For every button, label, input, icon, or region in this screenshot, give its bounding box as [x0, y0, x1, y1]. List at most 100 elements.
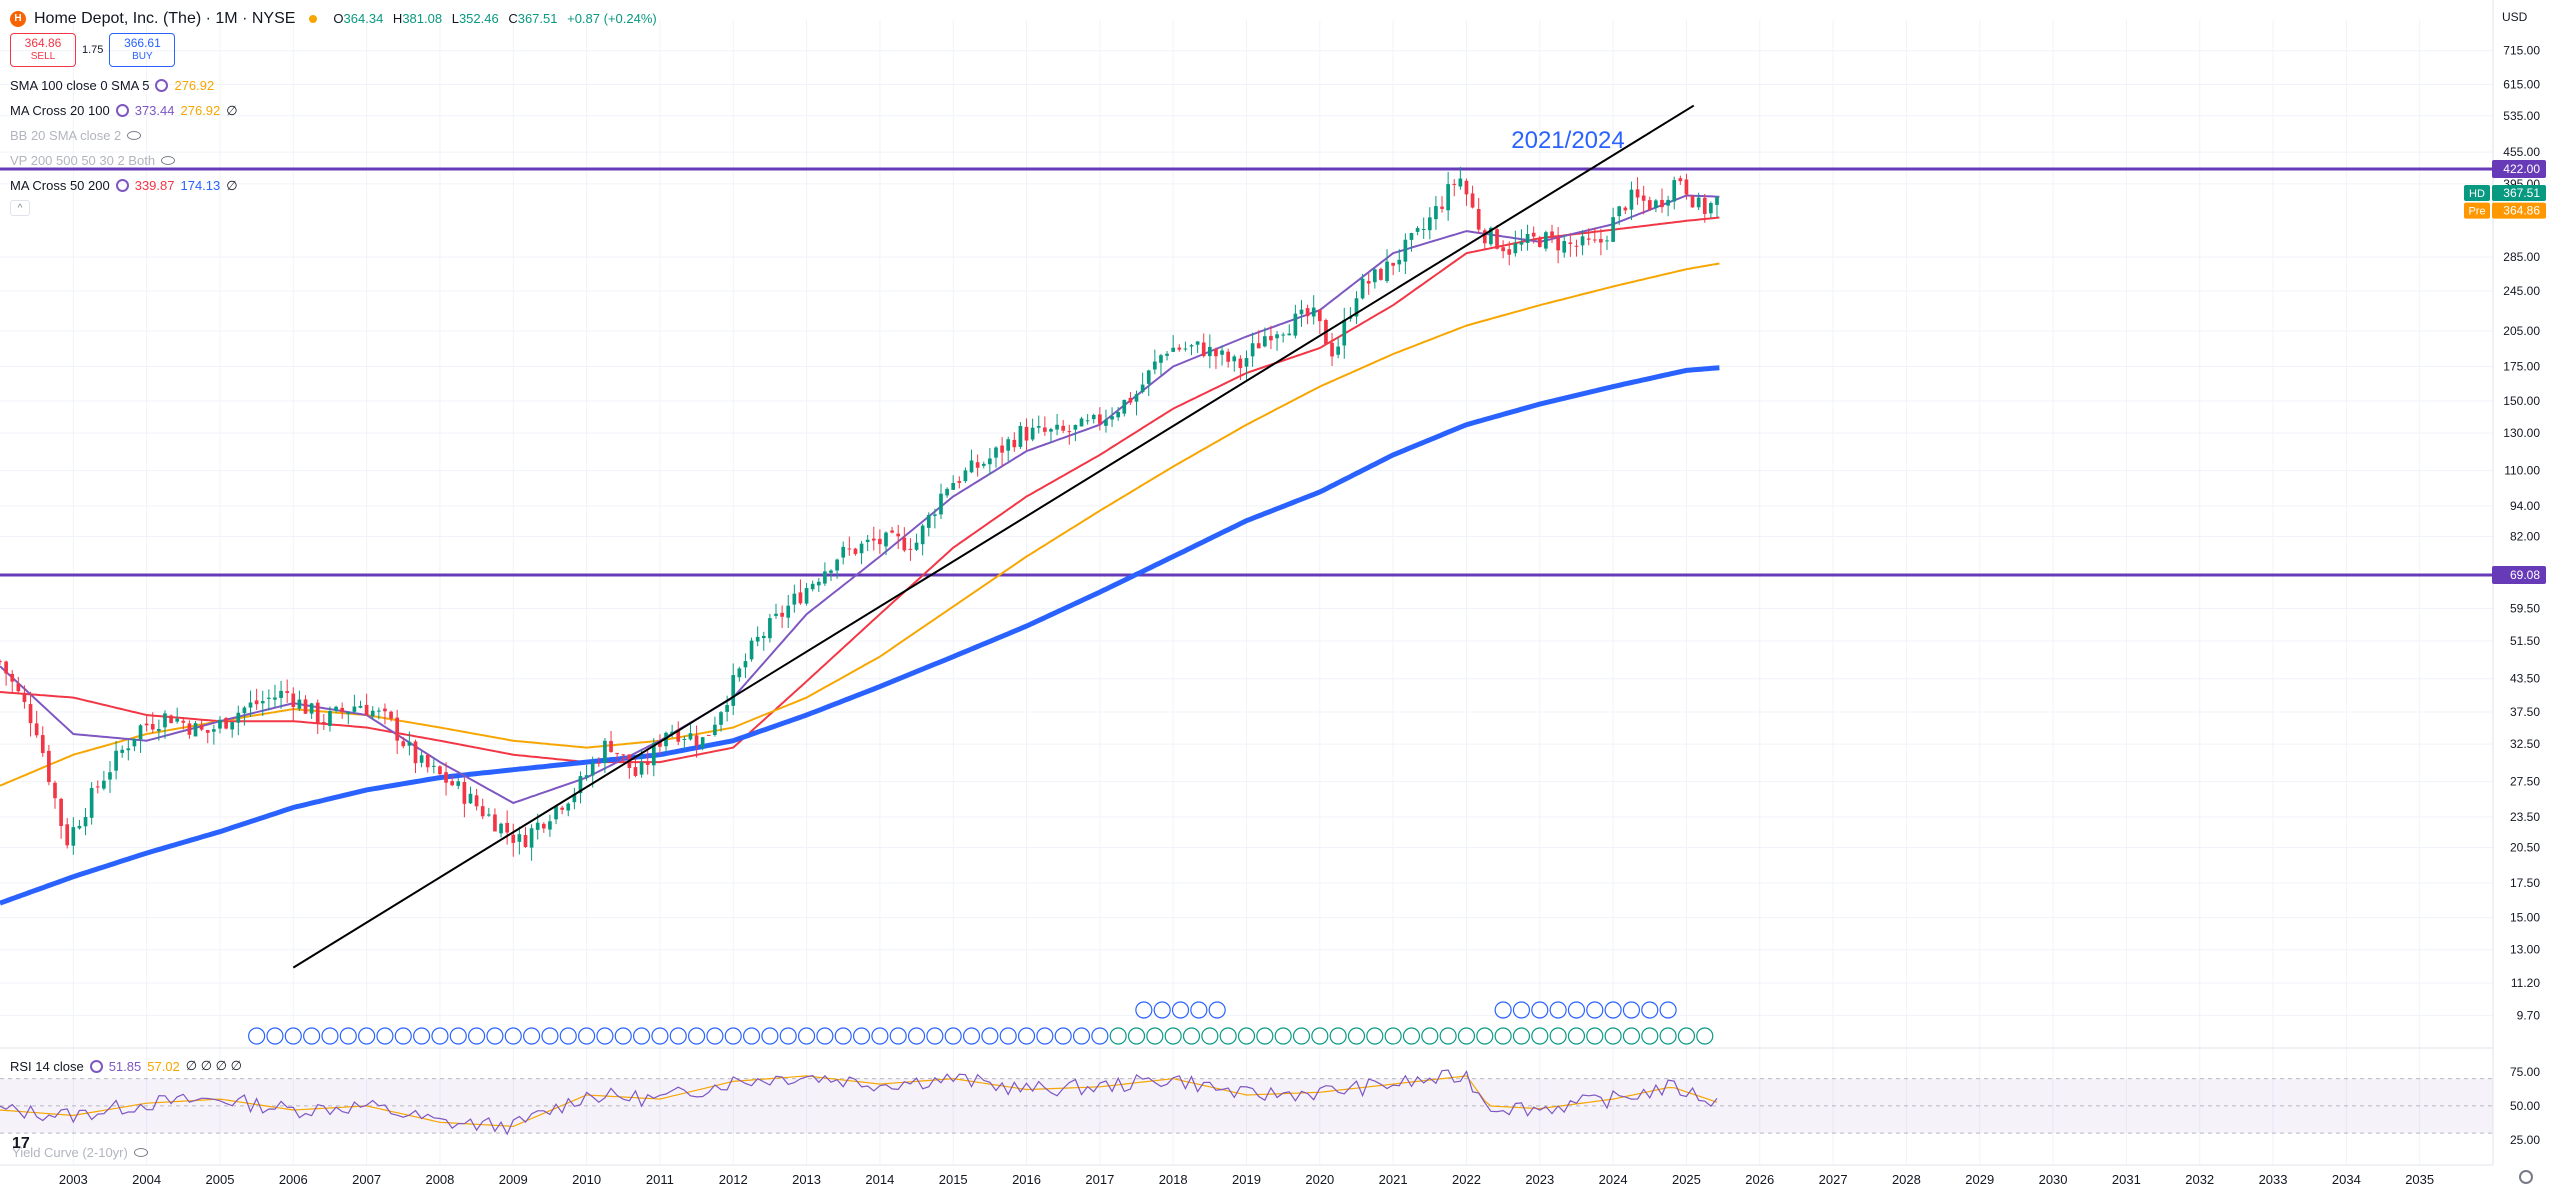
indicator-value: 339.87	[134, 178, 175, 193]
indicator-settings-icon[interactable]	[115, 179, 129, 192]
earnings-marker	[1201, 1027, 1219, 1045]
currency-label[interactable]: USD	[2502, 10, 2528, 24]
earnings-marker	[1292, 1027, 1311, 1045]
candle	[639, 749, 644, 778]
candle-body	[1470, 193, 1475, 208]
time-tick-label: 2019	[1232, 1172, 1261, 1187]
candle-body	[1030, 427, 1035, 440]
rsi-name[interactable]: RSI 14 close	[10, 1058, 84, 1074]
eye-hidden-icon[interactable]	[161, 156, 176, 165]
candle-body	[22, 692, 27, 703]
dividend-marker	[376, 1027, 394, 1045]
dividend-marker	[522, 1027, 541, 1045]
candle-body	[364, 704, 369, 716]
marker-circle	[889, 1027, 907, 1045]
candle	[1611, 207, 1615, 243]
candle-body	[1495, 229, 1499, 249]
yield-curve-name[interactable]: Yield Curve (2-10yr)	[12, 1145, 128, 1160]
candle	[1208, 334, 1212, 369]
candle-body	[1256, 343, 1261, 349]
eye-hidden-icon[interactable]	[133, 1148, 148, 1157]
candle	[65, 818, 70, 849]
candle	[89, 782, 94, 825]
candle	[1073, 424, 1078, 442]
candle	[969, 449, 974, 474]
price-tick-label: 23.50	[2510, 810, 2540, 824]
candle	[603, 738, 607, 773]
candle-body	[798, 592, 803, 604]
candle	[1287, 324, 1292, 336]
dividend-marker	[651, 1027, 669, 1045]
earnings-marker	[1696, 1027, 1714, 1045]
marker-circle	[376, 1027, 394, 1045]
price-tick-label: 32.50	[2510, 737, 2540, 751]
candle-body	[1201, 342, 1206, 357]
indicator-settings-icon[interactable]	[89, 1059, 103, 1073]
eye-hidden-icon[interactable]	[127, 131, 142, 140]
price-tick-label: 82.00	[2510, 530, 2540, 544]
symbol-title[interactable]: Home Depot, Inc. (The) · 1M · NYSE	[34, 9, 296, 27]
indicator-row[interactable]: SMA 100 close 0 SMA 5 276.92	[10, 73, 663, 98]
price-tick-label: 130.00	[2503, 426, 2540, 440]
candle	[1244, 350, 1249, 380]
candle-body	[1018, 425, 1023, 447]
indicator-row[interactable]: BB 20 SMA close 2	[10, 123, 663, 148]
candle-body	[383, 708, 387, 712]
candle-body	[615, 752, 619, 754]
indicator-row[interactable]: MA Cross 50 200 339.87 174.13 ∅	[10, 173, 663, 198]
candle-body	[981, 463, 986, 466]
candle	[1146, 369, 1151, 397]
indicator-settings-icon[interactable]	[155, 79, 169, 92]
tradingview-logo-icon[interactable]: 17	[12, 1135, 30, 1152]
candle	[621, 753, 626, 762]
candle	[816, 578, 821, 593]
collapse-legend-button[interactable]: ^	[10, 200, 30, 216]
candle-body	[933, 514, 937, 516]
candle-body	[1489, 227, 1493, 245]
price-labels: 422.00 69.08 HD 367.51 Pre 364.86	[2464, 160, 2546, 584]
candle	[804, 583, 809, 606]
candle	[309, 702, 314, 719]
candle-body	[187, 723, 192, 735]
candle-body	[377, 710, 381, 712]
dividend-marker	[1494, 1001, 1512, 1019]
marker-circle	[614, 1027, 632, 1045]
indicator-settings-icon[interactable]	[115, 104, 129, 117]
candle	[438, 765, 442, 776]
earnings-marker	[1219, 1027, 1237, 1045]
candle	[908, 538, 913, 561]
time-tick-label: 2005	[206, 1172, 235, 1187]
candle-body	[1592, 239, 1597, 241]
candle	[193, 720, 198, 737]
sell-button[interactable]: 364.86 SELL	[10, 33, 76, 67]
price-tick-label: 15.00	[2510, 911, 2540, 925]
candle-body	[181, 720, 186, 723]
candle-body	[963, 470, 968, 482]
price-tag-symbol-text: Pre	[2468, 206, 2485, 218]
candle-body	[1715, 197, 1719, 205]
candle	[315, 699, 320, 734]
market-status-icon	[309, 14, 318, 23]
candle	[1311, 295, 1316, 325]
marker-circle	[1017, 1027, 1036, 1045]
candle	[1250, 332, 1255, 367]
indicator-value: 276.92	[174, 78, 215, 93]
candle-body	[34, 723, 39, 736]
candle	[768, 613, 772, 643]
marker-circle	[522, 1027, 541, 1045]
earnings-marker	[1347, 1027, 1366, 1045]
indicator-row[interactable]: MA Cross 20 100 373.44 276.92 ∅	[10, 98, 663, 123]
buy-button[interactable]: 366.61 BUY	[109, 33, 176, 67]
settings-gear-icon[interactable]	[2519, 1170, 2533, 1184]
candle-body	[1195, 341, 1200, 345]
candle	[1269, 325, 1273, 350]
candle	[682, 735, 687, 750]
dividend-marker	[889, 1027, 907, 1045]
indicator-row[interactable]: VP 200 500 50 30 2 Both	[10, 148, 663, 173]
candle-body	[1091, 414, 1096, 420]
candle	[871, 526, 876, 551]
candle	[963, 467, 968, 484]
candle-body	[1067, 431, 1072, 433]
candle-body	[199, 725, 204, 730]
